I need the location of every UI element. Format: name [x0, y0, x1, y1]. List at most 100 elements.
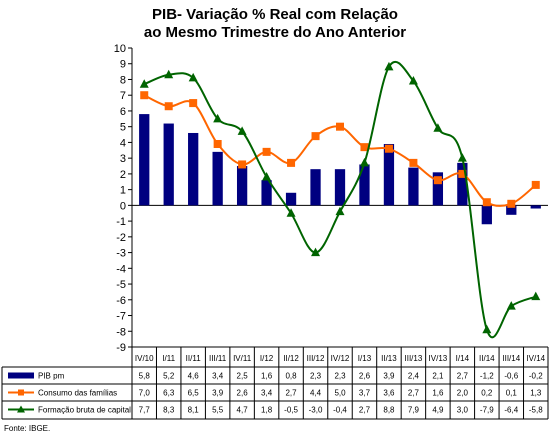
table-value: 8,1 [188, 406, 200, 415]
x-tick-label: I/12 [260, 354, 274, 363]
table-value: 5,5 [212, 406, 224, 415]
legend-label: PIB pm [38, 372, 65, 381]
x-tick-label: III/13 [405, 354, 423, 363]
bar-pib-II/12 [285, 192, 297, 206]
bar-pib-IV/11 [236, 166, 248, 206]
table-value: 2,1 [432, 372, 444, 381]
table-value: 2,0 [457, 389, 469, 398]
table-value: -7,9 [480, 406, 494, 415]
table-value: 0,2 [481, 389, 493, 398]
table-value: 7,9 [408, 406, 420, 415]
marker-fbc-II/12 [286, 208, 296, 217]
legend-key-consumo-marker [18, 389, 24, 396]
table-value: -0,4 [333, 406, 347, 415]
marker-fbc-IV/10 [139, 79, 149, 88]
marker-fbc-II/11 [188, 72, 198, 82]
table-value: 4,9 [432, 406, 444, 415]
x-tick-label: II/12 [283, 354, 299, 363]
bar-pib-IV/10 [139, 114, 150, 206]
table-value: 1,3 [530, 389, 542, 398]
table-value: 2,7 [457, 372, 469, 381]
table-value: 4,7 [237, 406, 249, 415]
y-tick-label: -1 [116, 216, 126, 228]
marker-fbc-I/12 [262, 172, 272, 181]
bar-pib-I/11 [163, 123, 174, 206]
marker-consumo-III/11 [213, 139, 222, 148]
y-tick-label: 2 [120, 169, 126, 181]
table-value: -5,8 [529, 406, 543, 415]
x-tick-label: IV/14 [526, 354, 545, 363]
bar-pib-III/13 [408, 167, 419, 206]
table-value: 3,9 [212, 389, 224, 398]
x-tick-label: II/13 [381, 354, 397, 363]
table-value: 1,6 [432, 389, 444, 398]
bar-pib-II/13 [383, 143, 395, 206]
bar-pib-I/14 [457, 162, 468, 206]
x-tick-label: I/11 [162, 354, 175, 363]
legend-key-fbc-marker [17, 405, 25, 413]
table-value: 4,4 [310, 389, 322, 398]
chart-title-line-2: ao Mesmo Trimestre do Ano Anterior [143, 24, 407, 41]
table-value: 5,0 [334, 389, 346, 398]
y-tick-label: 9 [120, 59, 126, 71]
y-tick-label: 0 [120, 200, 126, 212]
table-value: 4,6 [188, 372, 200, 381]
bar-pib-III/12 [310, 169, 321, 206]
table-value: 7,0 [139, 389, 151, 398]
y-tick-label: -2 [116, 232, 126, 244]
y-tick-label: 7 [120, 90, 126, 102]
legend-label: Formação bruta de capital [38, 406, 131, 415]
marker-fbc-III/14 [506, 301, 516, 310]
bar-pib-III/11 [212, 151, 223, 206]
marker-consumo-IV/14 [531, 180, 540, 189]
legend-label: Consumo das famílias [38, 389, 117, 398]
y-tick-label: 3 [120, 153, 126, 165]
table-value: 3,4 [261, 389, 273, 398]
table-value: 2,6 [237, 389, 249, 398]
y-tick-label: 4 [120, 137, 126, 149]
marker-fbc-IV/11 [237, 126, 247, 135]
marker-fbc-IV/12 [335, 206, 345, 216]
chart-title-line-1: PIB- Variação % Real com Relação [152, 6, 398, 23]
table-value: -0,6 [504, 372, 518, 381]
marker-fbc-I/11 [164, 69, 174, 79]
marker-consumo-III/12 [311, 132, 320, 141]
marker-consumo-I/11 [164, 102, 173, 111]
table-value: 3,0 [457, 406, 469, 415]
y-tick-label: -9 [116, 342, 126, 354]
marker-fbc-I/14 [457, 153, 467, 162]
marker-consumo-II/12 [287, 158, 296, 167]
table-value: 6,3 [163, 389, 175, 398]
table-value: 2,3 [334, 372, 346, 381]
marker-fbc-I/13 [359, 157, 369, 167]
x-tick-label: II/11 [186, 354, 202, 363]
marker-consumo-III/13 [409, 158, 418, 167]
y-tick-label: -8 [116, 326, 126, 338]
x-tick-label: II/14 [479, 354, 495, 363]
marker-consumo-IV/11 [238, 160, 247, 169]
marker-consumo-II/14 [482, 198, 491, 207]
marker-fbc-IV/13 [433, 123, 443, 132]
table-value: 0,1 [506, 389, 518, 398]
table-value: 2,7 [359, 406, 371, 415]
marker-fbc-III/13 [408, 76, 418, 85]
chart-title: PIB- Variação % Real com Relação ao Mesm… [0, 6, 550, 42]
marker-consumo-I/14 [458, 169, 467, 178]
marker-fbc-II/14 [482, 324, 492, 334]
marker-consumo-II/11 [189, 99, 198, 108]
marker-consumo-IV/10 [140, 91, 149, 100]
y-tick-label: 10 [114, 43, 126, 55]
source-note: Fonte: IBGE. [4, 424, 51, 433]
x-tick-label: III/12 [307, 354, 325, 363]
x-tick-label: IV/11 [233, 354, 252, 363]
marker-consumo-III/14 [507, 199, 516, 208]
marker-consumo-I/13 [360, 143, 369, 152]
y-tick-label: -3 [116, 248, 126, 260]
table-value: 8,3 [163, 406, 175, 415]
x-tick-label: IV/12 [331, 354, 350, 363]
table-value: -6,4 [504, 406, 518, 415]
bar-pib-II/14 [481, 205, 492, 225]
y-tick-label: -5 [116, 279, 126, 291]
table-value: -1,2 [480, 372, 494, 381]
marker-consumo-II/13 [384, 144, 393, 153]
